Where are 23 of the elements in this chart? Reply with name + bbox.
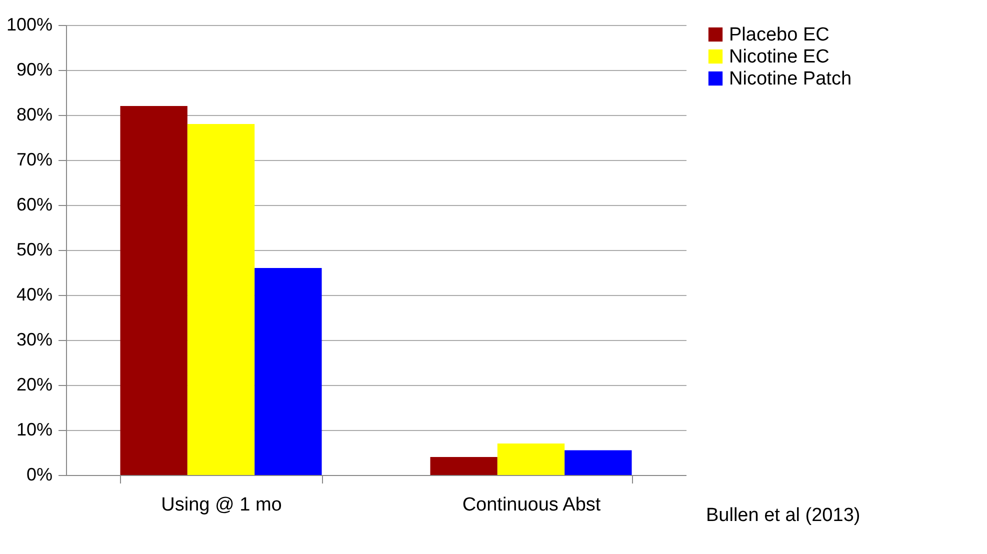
y-tick-label: 100%	[6, 14, 52, 34]
y-tick-label: 90%	[16, 60, 52, 80]
bar	[254, 268, 322, 475]
y-tick-label: 30%	[16, 330, 52, 350]
legend-label: Nicotine EC	[729, 46, 830, 68]
y-tick-label: 40%	[16, 284, 52, 304]
text: Bullen et al (2013)	[706, 505, 860, 526]
bar	[497, 444, 565, 475]
x-tick-label: Continuous Abst	[462, 494, 602, 516]
y-tick-label: 10%	[16, 420, 52, 440]
bar	[430, 457, 498, 475]
bar	[120, 106, 188, 475]
legend-label: Placebo EC	[729, 24, 830, 46]
legend-label: Nicotine Patch	[729, 68, 852, 90]
y-tick-label: 80%	[16, 104, 52, 124]
y-tick-label: 60%	[16, 194, 52, 214]
bar	[564, 450, 632, 475]
y-tick-label: 70%	[16, 150, 52, 170]
y-tick-label: 50%	[16, 240, 52, 260]
y-tick-label: 20%	[16, 374, 52, 394]
bar	[187, 124, 255, 475]
x-tick-label: Using @ 1 mo	[161, 494, 282, 516]
y-tick-label: 0%	[26, 464, 52, 484]
